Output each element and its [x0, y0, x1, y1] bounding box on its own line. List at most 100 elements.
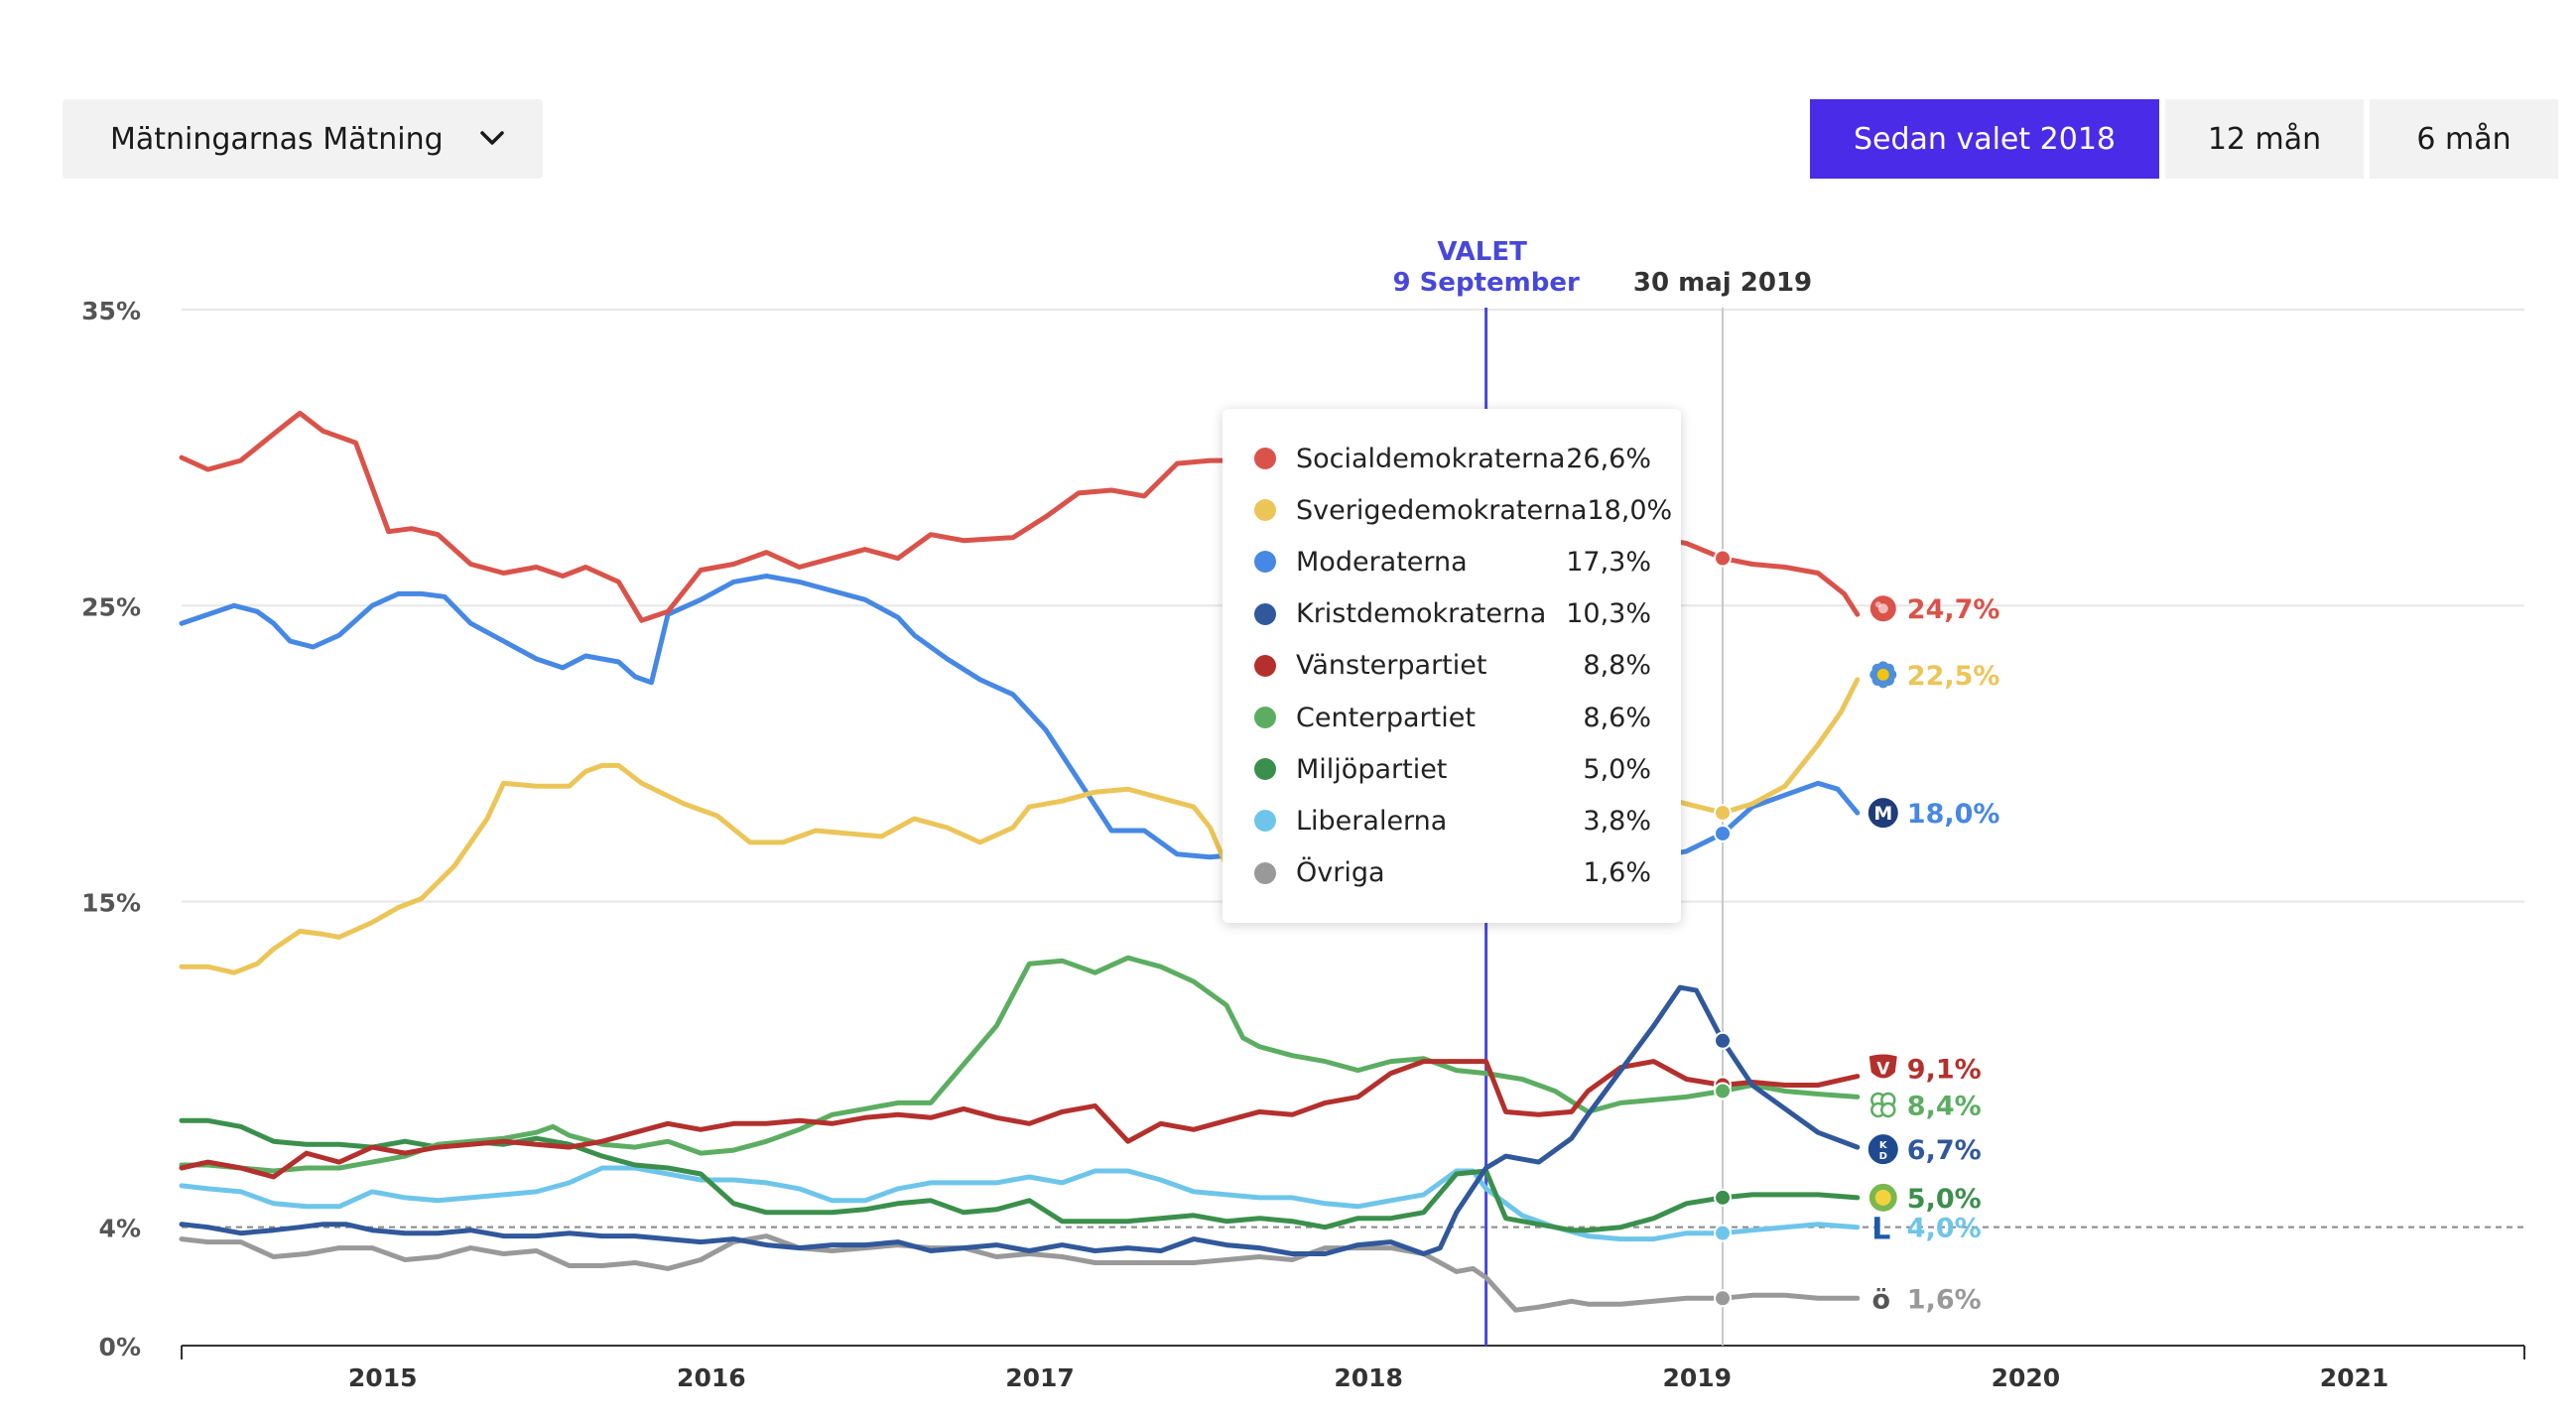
x-tick-label: 2019 [1662, 1363, 1732, 1392]
legend-dot-icon [1254, 499, 1276, 522]
end-label-moderaterna: M 18,0% [1868, 798, 2000, 830]
hover-point [1714, 1188, 1733, 1207]
tooltip-row: Centerpartiet 8,6% [1254, 692, 1651, 743]
tooltip-row: Liberalerna 3,8% [1254, 795, 1651, 846]
range-12-months-button[interactable]: 12 mån [2165, 99, 2364, 179]
hover-point [1714, 1289, 1733, 1308]
source-dropdown[interactable]: Mätningarnas Mätning [63, 99, 543, 179]
chevron-down-icon [480, 131, 504, 145]
tooltip-party-value: 1,6% [1583, 857, 1651, 889]
series-line-vänsterpartiet [179, 1059, 1861, 1180]
clover-logo-icon [1870, 1092, 1896, 1118]
end-label-miljöpartiet: 5,0% [1868, 1183, 1982, 1215]
x-tick-label: 2021 [2320, 1363, 2389, 1392]
y-tick-label: 0% [99, 1333, 141, 1361]
end-value-label: 6,7% [1907, 1135, 1982, 1166]
tooltip-party-value: 10,3% [1566, 598, 1651, 630]
end-label-liberalerna: L 4,0% [1871, 1213, 1981, 1247]
x-tick-label: 2015 [348, 1363, 418, 1392]
v-logo-icon: V [1868, 1054, 1897, 1080]
tooltip-party-name: Övriga [1296, 857, 1385, 889]
tooltip-row: Sverigedemokraterna 18,0% [1254, 484, 1672, 536]
time-range-tabs: Sedan valet 2018 12 mån 6 mån [1810, 99, 2558, 179]
tooltip-party-name: Socialdemokraterna [1296, 443, 1566, 474]
rose-logo-icon [1869, 595, 1896, 622]
end-value-label: 22,5% [1907, 661, 2000, 692]
legend-dot-icon [1254, 448, 1276, 470]
tooltip-party-value: 18,0% [1587, 494, 1673, 526]
election-marker-title: VALET [1437, 237, 1527, 267]
range-since-election-button[interactable]: Sedan valet 2018 [1810, 99, 2159, 179]
x-tick-label: 2020 [1992, 1363, 2061, 1392]
legend-dot-icon [1254, 654, 1276, 677]
tooltip-party-name: Moderaterna [1296, 546, 1468, 578]
tooltip-party-value: 17,3% [1566, 546, 1651, 578]
dandelion-logo-icon [1868, 1183, 1897, 1212]
source-dropdown-label: Mätningarnas Mätning [110, 121, 444, 157]
tooltip-row: Vänsterpartiet 8,8% [1254, 640, 1651, 692]
end-value-label: 4,0% [1907, 1214, 1982, 1244]
legend-dot-icon [1254, 551, 1276, 574]
end-label-kristdemokraterna: KD 6,7% [1868, 1134, 1982, 1166]
hover-marker-label: 30 maj 2019 [1633, 268, 1812, 298]
series-line-kristdemokraterna [179, 984, 1861, 1256]
legend-dot-icon [1254, 758, 1276, 781]
hover-point [1714, 804, 1733, 823]
end-value-label: 5,0% [1907, 1184, 1982, 1215]
svg-text:V: V [1876, 1060, 1890, 1080]
legend-dot-icon [1254, 707, 1276, 729]
election-marker-date: 9 September [1392, 268, 1580, 298]
tooltip-party-name: Miljöpartiet [1296, 753, 1448, 785]
hover-point [1714, 824, 1733, 842]
end-label-sverigedemokraterna: 22,5% [1869, 661, 1999, 692]
svg-text:L: L [1871, 1213, 1890, 1247]
tooltip-party-value: 8,6% [1583, 702, 1651, 733]
range-6-months-button[interactable]: 6 mån [2370, 99, 2558, 179]
hover-point [1714, 1031, 1733, 1050]
tooltip-party-value: 3,8% [1583, 805, 1651, 837]
y-tick-label: 15% [81, 889, 141, 918]
legend-dot-icon [1254, 861, 1276, 884]
tooltip-party-name: Sverigedemokraterna [1296, 494, 1588, 526]
end-label-vänsterpartiet: V 9,1% [1868, 1054, 1982, 1086]
tooltip-party-name: Liberalerna [1296, 805, 1448, 837]
hover-point [1714, 1224, 1733, 1242]
legend-dot-icon [1254, 810, 1276, 833]
end-label-socialdemokraterna: 24,7% [1869, 594, 2000, 625]
end-label-centerpartiet: 8,4% [1870, 1091, 1982, 1121]
x-tick-label: 2016 [677, 1363, 746, 1392]
x-tick-label: 2017 [1005, 1363, 1075, 1392]
end-value-label: 18,0% [1907, 799, 2000, 830]
y-tick-label: 35% [81, 297, 141, 325]
tooltip-row: Kristdemokraterna 10,3% [1254, 588, 1651, 640]
tooltip-party-value: 26,6% [1566, 443, 1651, 474]
tooltip-row: Övriga 1,6% [1254, 847, 1651, 899]
end-value-label: 9,1% [1907, 1055, 1982, 1086]
tooltip-row: Moderaterna 17,3% [1254, 536, 1651, 587]
hover-point [1714, 549, 1733, 568]
x-tick-label: 2018 [1334, 1363, 1403, 1392]
o-logo-icon: ö [1872, 1284, 1891, 1315]
tooltip-party-name: Centerpartiet [1296, 702, 1476, 733]
tooltip-party-name: Vänsterpartiet [1296, 650, 1487, 682]
m-logo-icon: M [1868, 798, 1898, 829]
tooltip-party-value: 8,8% [1583, 650, 1651, 682]
series-line-miljöpartiet [179, 1117, 1861, 1233]
tooltip-party-name: Kristdemokraterna [1296, 598, 1547, 630]
end-label-övriga: ö 1,6% [1872, 1284, 1982, 1315]
end-value-label: 1,6% [1907, 1284, 1982, 1315]
y-tick-label: 25% [81, 592, 141, 621]
end-value-label: 8,4% [1907, 1091, 1982, 1121]
svg-text:D: D [1879, 1151, 1887, 1162]
svg-text:K: K [1879, 1140, 1888, 1151]
legend-dot-icon [1254, 602, 1276, 625]
tooltip-row: Miljöpartiet 5,0% [1254, 743, 1651, 795]
flower-logo-icon [1869, 661, 1897, 689]
tooltip-row: Socialdemokraterna 26,6% [1254, 433, 1651, 484]
end-value-label: 24,7% [1907, 594, 2000, 625]
kd-logo-icon: KD [1868, 1134, 1898, 1165]
y-tick-label: 4% [99, 1215, 141, 1243]
series-line-centerpartiet [179, 955, 1861, 1174]
svg-text:ö: ö [1872, 1284, 1891, 1315]
